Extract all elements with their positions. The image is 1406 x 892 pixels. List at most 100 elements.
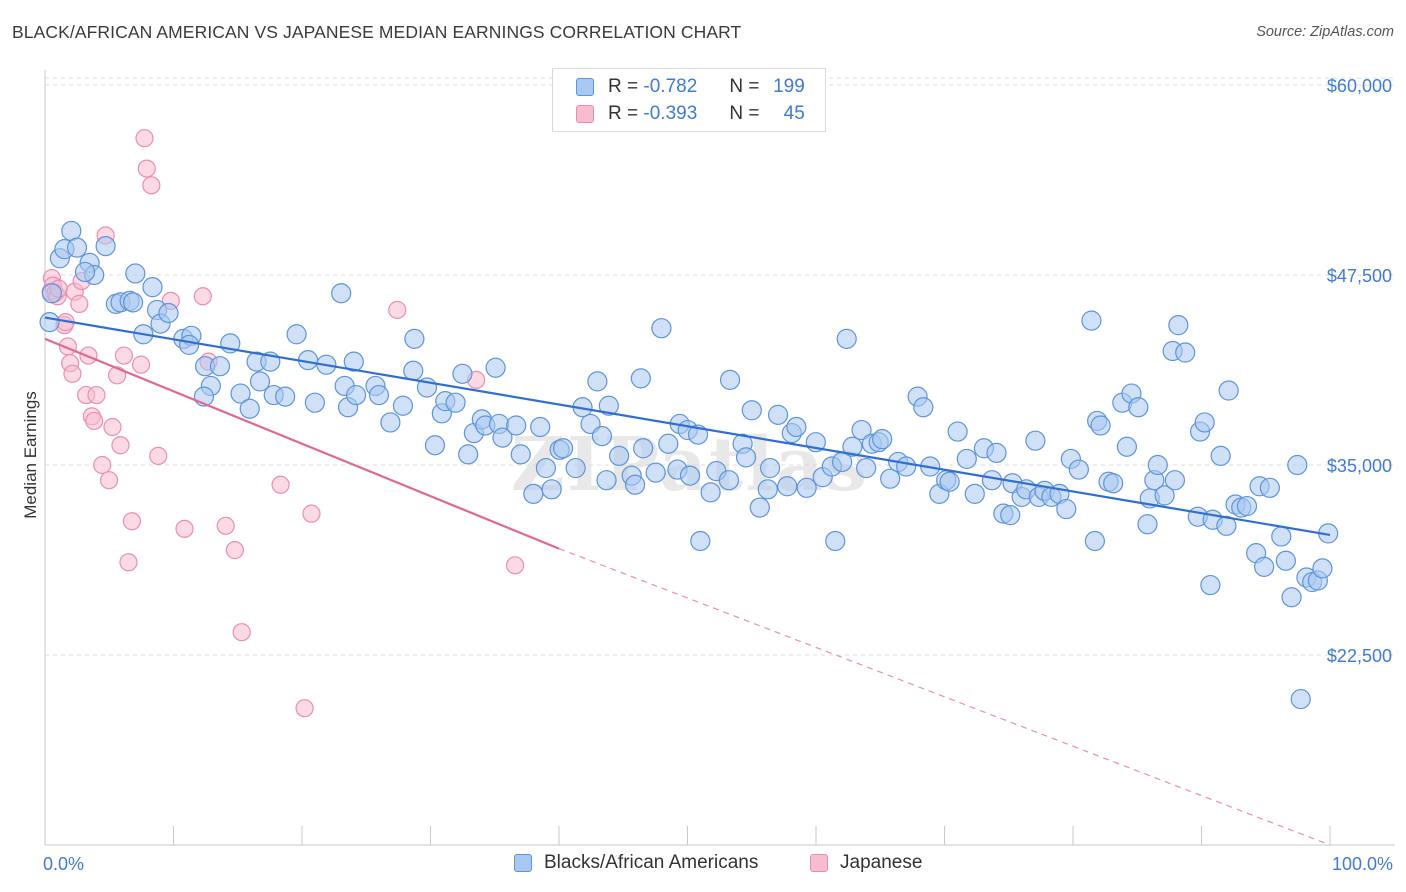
black-trend-line (44, 316, 1331, 537)
black-point (1175, 342, 1196, 363)
japanese-point (119, 553, 138, 572)
black-point (286, 324, 307, 345)
japanese-point (135, 129, 154, 148)
japanese-trend-line (44, 337, 560, 550)
black-point (1084, 530, 1105, 552)
japanese-point (302, 504, 321, 523)
black-point (1271, 526, 1292, 547)
legend-r-label: R = (608, 76, 639, 97)
black-point (506, 415, 527, 436)
series-legend: Blacks/African Americans Japanese (0, 852, 1406, 876)
trend-lines (44, 316, 1331, 846)
black-point (535, 457, 557, 479)
black-point (964, 483, 985, 504)
black-point (343, 351, 364, 372)
japanese-point (388, 300, 407, 320)
black-point (700, 482, 721, 503)
black-point (1254, 556, 1275, 577)
black-point (275, 386, 296, 407)
series-legend-label: Japanese (840, 852, 923, 873)
black-point (380, 412, 401, 433)
black-point (1200, 574, 1221, 596)
black-point (1128, 397, 1149, 418)
black-point (458, 444, 479, 465)
japanese-point (216, 516, 235, 535)
black-point (1154, 485, 1175, 506)
black-point (1025, 430, 1046, 451)
black-point (609, 445, 630, 466)
japanese-point (142, 176, 161, 195)
x-tick-label: 100.0% (1332, 854, 1393, 874)
japanese-point (63, 364, 82, 383)
black-point (331, 283, 352, 304)
black-point (651, 318, 672, 339)
black-point (403, 360, 424, 381)
japanese-point (149, 446, 168, 465)
black-point (1116, 436, 1137, 457)
legend-swatch-blue (576, 78, 594, 96)
black-point (1090, 415, 1111, 436)
japanese-point (137, 159, 156, 178)
black-point (757, 479, 778, 500)
legend-r-value: -0.782 (643, 76, 698, 97)
black-point (880, 468, 901, 489)
black-point (981, 470, 1003, 491)
black-point (1168, 315, 1189, 336)
japanese-point (131, 355, 151, 374)
legend-r-label: R = (608, 103, 639, 124)
black-point (209, 356, 231, 377)
black-point (596, 470, 617, 491)
black-point (1287, 454, 1308, 476)
black-point (851, 419, 872, 441)
black-point (249, 371, 271, 392)
legend-n-value: 45 (783, 103, 805, 124)
black-point (633, 438, 654, 459)
black-point (986, 442, 1007, 463)
black-point (61, 220, 82, 242)
black-point (345, 384, 367, 406)
black-point (690, 530, 711, 552)
black-point (1164, 470, 1186, 491)
chart-title: BLACK/AFRICAN AMERICAN VS JAPANESE MEDIA… (12, 22, 742, 42)
black-point (591, 426, 613, 447)
black-point (1081, 310, 1102, 331)
black-point (445, 392, 466, 413)
black-point (530, 416, 551, 438)
black-point (658, 433, 679, 454)
japanese-points (41, 129, 525, 718)
legend-n-label: N = (729, 76, 760, 97)
black-point (368, 384, 390, 406)
japanese-point (193, 287, 212, 306)
y-tick-label: $22,500 (1327, 646, 1392, 666)
legend-swatch-pink (576, 105, 594, 123)
black-point (392, 395, 414, 416)
black-point (66, 237, 88, 258)
japanese-point (93, 455, 112, 475)
black-point (452, 363, 473, 384)
japanese-point (85, 411, 104, 431)
black-point (1236, 495, 1258, 517)
axes (44, 70, 1395, 846)
black-point (158, 302, 179, 324)
japanese-point (87, 385, 106, 405)
x-tick-labels: 0.0% 100.0% (43, 854, 1393, 874)
y-tick-label: $60,000 (1327, 76, 1392, 96)
black-point (1103, 473, 1124, 494)
black-point (939, 471, 960, 492)
black-point (777, 476, 798, 497)
japanese-point (114, 346, 134, 365)
legend-row-blacks: R = -0.782 N = 199 (553, 74, 805, 100)
black-point (304, 392, 326, 413)
black-point (1194, 412, 1215, 433)
black-point (552, 438, 574, 459)
black-point (759, 457, 781, 479)
black-point (796, 477, 817, 498)
japanese-point (111, 436, 130, 455)
black-point (749, 497, 770, 518)
x-tick-label: 0.0% (43, 854, 84, 874)
black-point (565, 457, 586, 479)
stats-legend: R = -0.782 N = 199 R = -0.393 N = 45 (552, 68, 826, 132)
black-point (1281, 587, 1302, 608)
black-point (178, 334, 200, 356)
series-legend-japanese: Japanese (810, 852, 922, 874)
